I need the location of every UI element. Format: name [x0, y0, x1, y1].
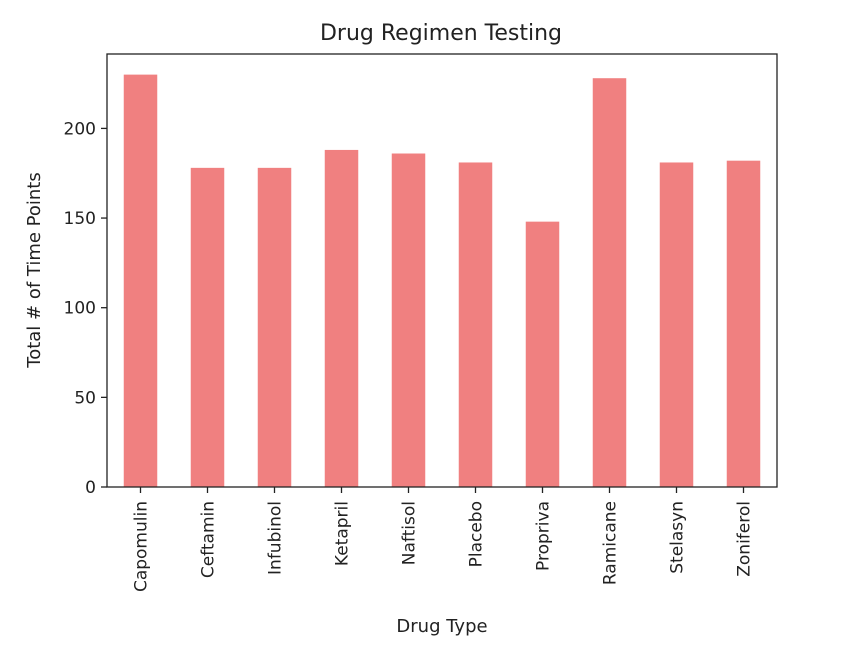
bars: [123, 74, 761, 488]
chart-title: Drug Regimen Testing: [320, 21, 562, 46]
x-tick-label: Capomulin: [132, 501, 152, 592]
y-tick-label: 0: [85, 478, 96, 498]
x-axis-label: Drug Type: [396, 616, 487, 637]
bar-naftisol: [391, 153, 426, 487]
bar-infubinol: [257, 167, 292, 487]
x-tick-label: Ketapril: [333, 501, 353, 566]
x-tick-label: Ceftamin: [199, 501, 219, 578]
bar-propriva: [525, 221, 560, 487]
bar-ramicane: [592, 78, 627, 488]
y-axis-ticks: 0 50 100 150 200: [64, 119, 107, 498]
bar-ketapril: [324, 149, 359, 487]
bar-zoniferol: [726, 160, 761, 487]
y-tick-label: 50: [74, 388, 96, 408]
x-tick-label: Stelasyn: [668, 501, 688, 574]
bar-stelasyn: [659, 162, 694, 487]
x-tick-label: Naftisol: [400, 501, 420, 565]
y-tick-label: 100: [64, 299, 96, 319]
bar-placebo: [458, 162, 493, 487]
x-tick-label: Propriva: [534, 501, 554, 571]
y-axis-label: Total # of Time Points: [24, 172, 45, 368]
y-tick-label: 200: [64, 119, 96, 139]
x-tick-label: Infubinol: [266, 501, 286, 575]
bar-ceftamin: [190, 167, 225, 487]
y-tick-label: 150: [64, 209, 96, 229]
x-axis-ticks: Capomulin Ceftamin Infubinol Ketapril Naftis…: [132, 487, 755, 592]
plot-frame: [106, 53, 778, 488]
x-tick-label: Placebo: [467, 501, 487, 567]
x-tick-label: Ramicane: [601, 501, 621, 585]
x-tick-label: Zoniferol: [735, 501, 755, 577]
bar-capomulin: [123, 74, 158, 487]
